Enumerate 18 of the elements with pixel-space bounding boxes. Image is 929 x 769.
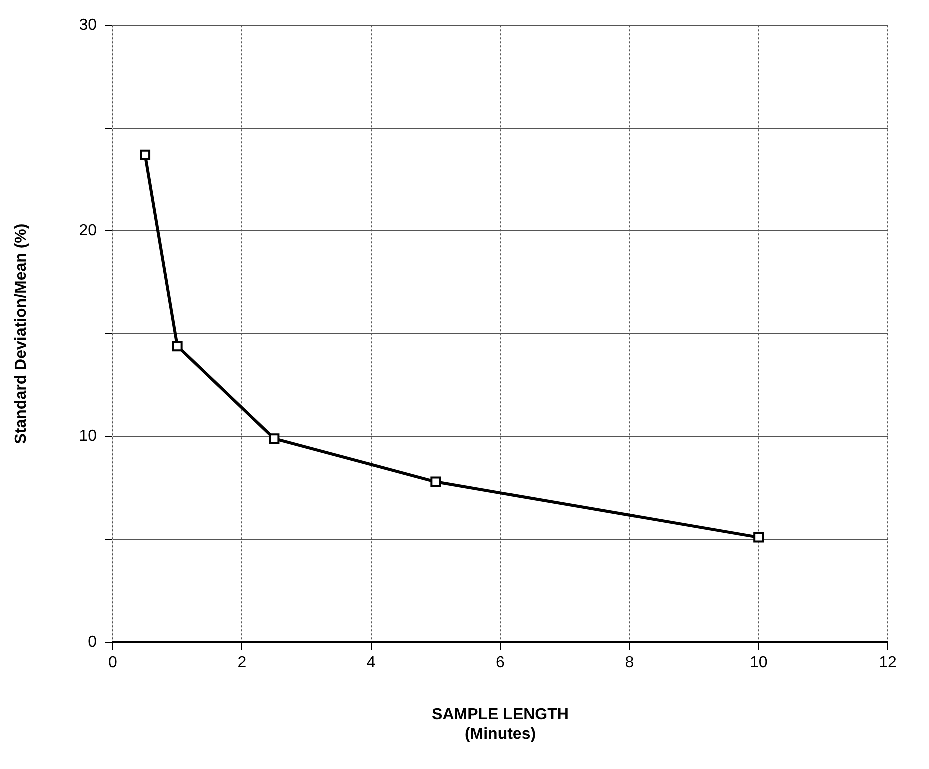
x-tick-label: 0 (108, 654, 118, 672)
point (430, 476, 442, 488)
y-tick-label: 0 (88, 634, 98, 651)
x-tick-label: 2 (238, 654, 247, 672)
y-tick-label: 20 (79, 222, 98, 240)
x-tick-label: 4 (366, 654, 376, 672)
x-tick-label: 8 (625, 654, 634, 672)
x-tick-label: 6 (496, 654, 506, 672)
point (754, 532, 764, 543)
y-tick-label: 30 (79, 17, 98, 34)
y-tick-label: 10 (79, 428, 98, 446)
x-tick-label: 12 (879, 654, 897, 672)
y-axis-title: Standard Deviation/Mean (%) (13, 224, 30, 444)
point (269, 434, 280, 444)
point (140, 150, 151, 160)
point (172, 341, 183, 352)
x-tick-label: 10 (750, 654, 768, 672)
x-axis-title: SAMPLE LENGTH (Minutes) (432, 706, 569, 743)
